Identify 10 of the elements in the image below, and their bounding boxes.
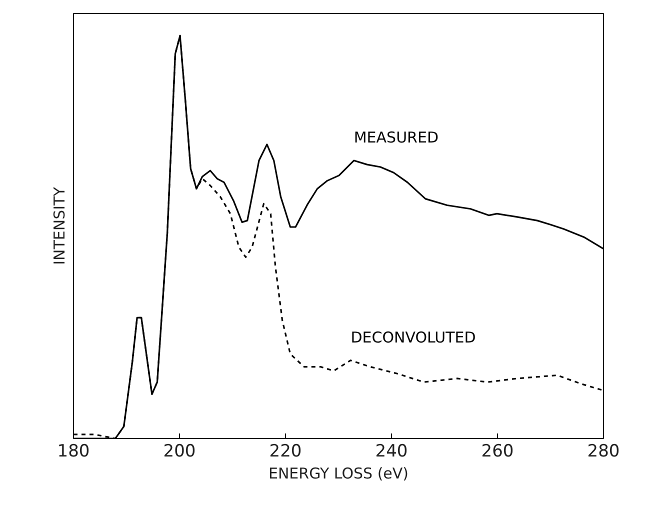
x-tick-label: 280 xyxy=(587,442,620,462)
x-axis-title: ENERGY LOSS (eV) xyxy=(268,464,409,482)
x-tick-label: 260 xyxy=(481,442,514,462)
series-label: MEASURED xyxy=(354,128,439,147)
x-tick-label: 180 xyxy=(57,442,90,462)
x-tick-label: 220 xyxy=(269,442,302,462)
y-axis-title: INTENSITY xyxy=(50,186,68,265)
x-tick-label: 200 xyxy=(163,442,196,462)
x-tick-label: 240 xyxy=(375,442,408,462)
series-label: DECONVOLUTED xyxy=(350,328,476,346)
